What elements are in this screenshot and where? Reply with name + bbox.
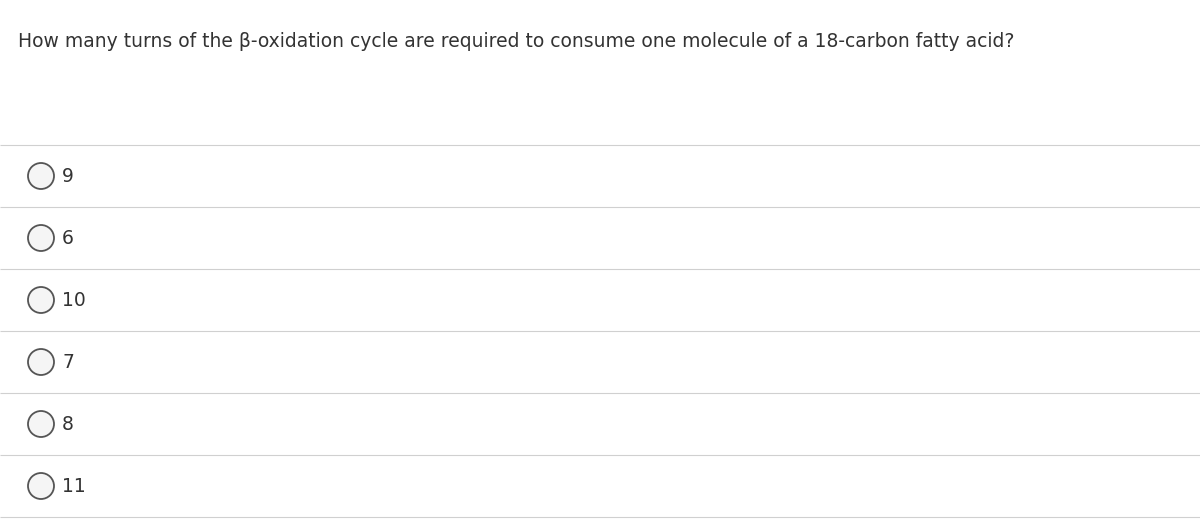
Circle shape	[28, 473, 54, 499]
Circle shape	[28, 411, 54, 437]
Text: How many turns of the β-oxidation cycle are required to consume one molecule of : How many turns of the β-oxidation cycle …	[18, 32, 1014, 51]
Circle shape	[28, 163, 54, 189]
Text: 10: 10	[62, 290, 85, 309]
Text: 6: 6	[62, 229, 74, 248]
Circle shape	[28, 225, 54, 251]
Text: 7: 7	[62, 353, 74, 372]
Text: 8: 8	[62, 414, 74, 433]
Text: 11: 11	[62, 476, 85, 495]
Circle shape	[28, 349, 54, 375]
Circle shape	[28, 287, 54, 313]
Text: 9: 9	[62, 166, 74, 185]
